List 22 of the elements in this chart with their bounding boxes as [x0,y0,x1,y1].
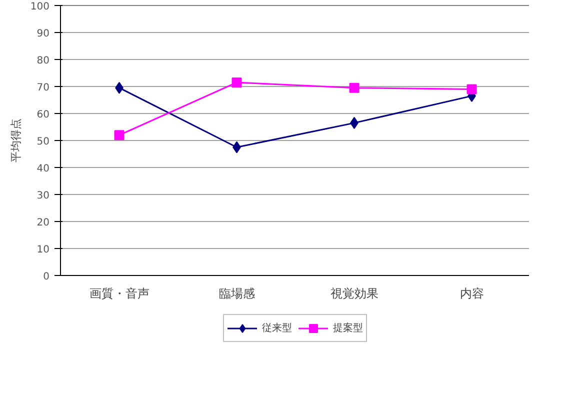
y-tick-label: 20 [36,218,50,228]
legend-label: 提案型 [333,322,363,335]
y-tick-label: 60 [36,110,50,120]
x-tick-label: 画質・音声 [89,286,150,300]
y-axis-title: 平均得点 [9,118,22,162]
x-tick-label: 内容 [460,286,484,300]
y-tick-label: 10 [36,244,50,256]
y-tick-label: 90 [36,28,50,40]
point [232,77,242,88]
point [466,84,477,94]
y-tick-label: 40 [36,164,50,174]
point [114,130,124,140]
legend-label: 従来型 [262,322,292,335]
x-tick-label: 臨場感 [218,286,255,300]
point [349,82,360,93]
y-tick-label: 100 [30,2,50,12]
y-tick-label: 70 [36,82,50,94]
y-tick-label: 50 [36,136,50,148]
y-tick-label: 30 [36,190,50,202]
y-tick-label: 80 [36,56,50,66]
y-tick-label: 0 [43,272,50,282]
x-tick-label: 視覚効果 [330,286,378,300]
